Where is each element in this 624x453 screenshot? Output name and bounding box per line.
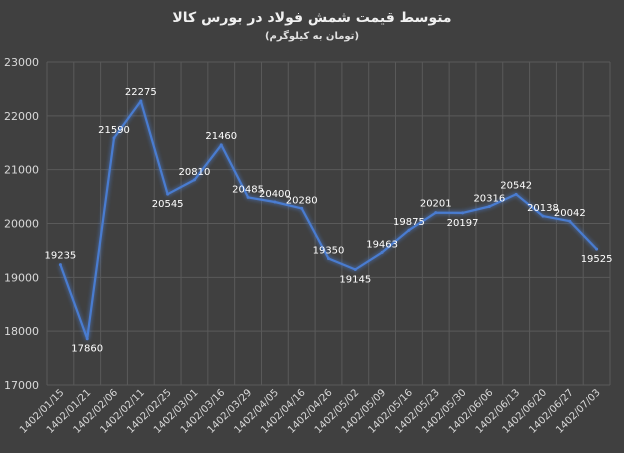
data-label: 21460 — [205, 131, 237, 142]
y-tick-label: 17000 — [4, 379, 39, 392]
y-tick-label: 21000 — [4, 164, 39, 177]
data-point — [112, 136, 116, 140]
y-tick-label: 18000 — [4, 325, 39, 338]
data-label: 19145 — [339, 275, 371, 286]
data-label: 20316 — [473, 193, 505, 204]
data-point — [85, 337, 89, 341]
data-label: 20810 — [179, 167, 211, 178]
chart-title: متوسط قیمت شمش فولاد در بورس کالا — [172, 10, 452, 26]
data-label: 20138 — [527, 203, 559, 214]
chart-subtitle: (تومان به کیلوگرم) — [264, 31, 360, 42]
data-point — [380, 250, 384, 254]
data-point — [407, 228, 411, 232]
data-point — [353, 268, 357, 272]
data-label: 19235 — [44, 251, 76, 262]
data-label: 19875 — [393, 217, 425, 228]
data-point — [487, 204, 491, 208]
data-point — [273, 200, 277, 204]
data-label: 20545 — [152, 199, 184, 210]
data-label: 19525 — [581, 254, 613, 265]
y-tick-label: 22000 — [4, 110, 39, 123]
data-label: 19463 — [366, 239, 398, 250]
data-label: 17860 — [71, 344, 103, 355]
data-point — [327, 256, 330, 260]
data-point — [541, 214, 545, 218]
data-label: 20042 — [554, 208, 586, 219]
data-point — [514, 192, 518, 196]
data-label: 20542 — [500, 180, 532, 191]
series-line — [59, 99, 598, 340]
data-label: 21590 — [98, 125, 130, 136]
data-label: 20201 — [420, 199, 452, 210]
data-label: 20485 — [232, 184, 264, 195]
data-point — [461, 211, 465, 215]
data-point — [58, 263, 62, 267]
data-point — [139, 99, 143, 103]
data-label: 20197 — [447, 218, 479, 229]
data-label: 20280 — [286, 195, 318, 206]
data-point — [595, 247, 599, 251]
y-tick-label: 20000 — [4, 218, 39, 231]
y-tick-label: 19000 — [4, 271, 39, 284]
data-point — [434, 211, 438, 215]
data-label: 20400 — [259, 189, 291, 200]
data-point — [192, 178, 196, 182]
data-point — [219, 143, 223, 147]
data-point — [166, 192, 170, 196]
data-point — [300, 206, 304, 210]
data-point — [246, 195, 250, 199]
y-tick-label: 23000 — [4, 56, 39, 69]
data-label: 19350 — [313, 245, 345, 256]
data-label: 22275 — [125, 87, 157, 98]
data-point — [568, 219, 572, 223]
